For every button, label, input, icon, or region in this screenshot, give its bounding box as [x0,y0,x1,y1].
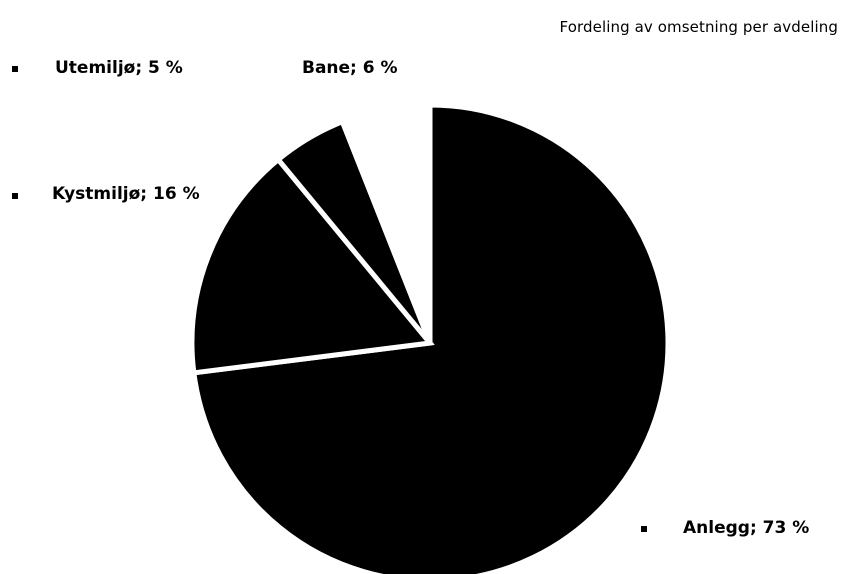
pie-slice-bane [339,102,433,344]
pie-slice-kystmiljo [189,156,435,376]
label-bullet-utemiljo [12,66,18,72]
slice-label-utemiljo-text: Utemiljø; 5 % [55,58,183,78]
label-bullet-anlegg [641,526,647,532]
slice-label-anlegg-text: Anlegg; 73 % [683,518,810,538]
slice-label-kystmiljo: Kystmiljø; 16 % [52,186,200,203]
slice-label-bane: Bane; 6 % [302,60,398,77]
slice-label-bane-text: Bane; 6 % [302,58,398,78]
slice-label-utemiljo: Utemiljø; 5 % [55,60,183,77]
label-bullet-kystmiljo [12,193,18,199]
chart-title: Fordeling av omsetning per avdeling [559,18,838,36]
slice-label-anlegg: Anlegg; 73 % [683,520,809,537]
slice-label-kystmiljo-text: Kystmiljø; 16 % [52,184,200,204]
